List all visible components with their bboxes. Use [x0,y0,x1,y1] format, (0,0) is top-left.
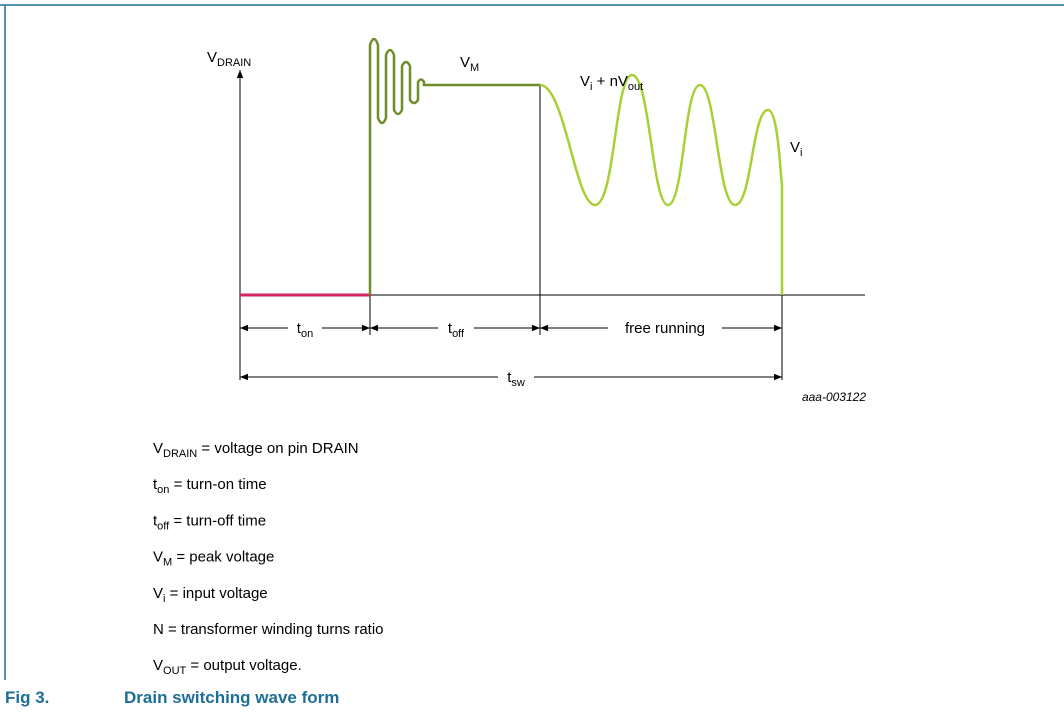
text-run: V [153,440,163,457]
text-run: V [460,54,470,71]
caption-number: Fig 3. [5,688,49,707]
text-run: = turn-on time [169,476,266,493]
subscript: off [452,328,465,340]
text-run: t [448,320,453,337]
text-run: t [153,512,158,529]
caption-title: Drain switching wave form [124,688,339,707]
input-label: Vi [790,139,802,159]
subscript: off [157,520,170,532]
subscript: out [628,81,643,93]
text-run: N = transformer winding turns ratio [153,621,384,638]
text-run: = voltage on pin DRAIN [197,440,358,457]
subscript: DRAIN [217,57,251,69]
text-run: + nV [592,73,627,90]
interval-label: tsw [507,369,525,389]
text-run: V [790,139,800,156]
text-run: = output voltage. [186,657,302,674]
subscript: i [800,147,802,159]
free-running-segment [539,73,784,295]
text-run: = peak voltage [172,549,274,566]
subscript: M [470,62,479,74]
text-run: V [580,73,590,90]
legend-entry: ton = turn-on time [153,476,267,496]
subscript: i [590,81,592,93]
interval-label: free running [625,320,705,337]
subscript: OUT [163,665,187,677]
text-run: t [297,320,302,337]
subscript: on [301,328,313,340]
legend-entry: VOUT = output voltage. [153,657,302,677]
text-run: free running [625,320,705,337]
subscript: DRAIN [163,448,197,460]
subscript: on [157,484,169,496]
text-run: V [207,49,217,66]
interval-label: toff [448,320,465,340]
text-run: t [507,369,512,386]
off-segment [368,37,540,295]
figure-code: aaa-003122 [802,390,866,404]
text-run: = input voltage [165,585,267,602]
ringing-label: Vi + nVout [580,73,643,93]
legend-entry: VDRAIN = voltage on pin DRAIN [153,440,359,460]
subscript: sw [511,377,525,389]
subscript: i [163,593,165,605]
subscript: M [163,557,172,569]
text-run: V [153,657,163,674]
text-run: = turn-off time [169,512,266,529]
text-run: V [153,585,163,602]
y-axis-label: VDRAIN [207,49,251,69]
peak-label: VM [460,54,479,74]
legend-entry: VM = peak voltage [153,549,274,569]
legend-entry: N = transformer winding turns ratio [153,621,384,638]
interval-label: ton [297,320,313,340]
text-run: V [153,549,163,566]
text-run: t [153,476,158,493]
legend-entry: toff = turn-off time [153,512,266,532]
legend-entry: Vi = input voltage [153,585,268,605]
